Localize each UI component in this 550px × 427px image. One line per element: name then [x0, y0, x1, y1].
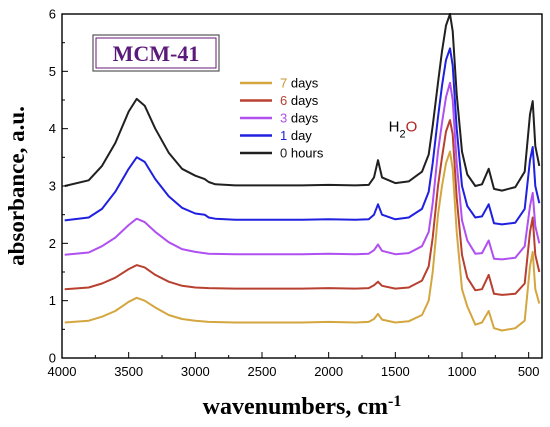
y-tick-label-0: 0 [49, 351, 56, 366]
x-axis-title: wavenumbers, cm-1 [203, 393, 402, 421]
x-tick-label-2500: 2500 [248, 364, 277, 379]
series-line-1-day [64, 47, 541, 226]
annotation-water: H2O [389, 119, 418, 141]
legend-label: 1 day [280, 128, 312, 143]
sample-badge-label: MCM-41 [113, 41, 200, 66]
y-tick-label-4: 4 [49, 121, 56, 136]
legend-label: 6 days [280, 93, 319, 108]
legend: 7 days 6 days 3 days 1 day 0 hours [240, 76, 324, 161]
x-tick-label-3000: 3000 [181, 364, 210, 379]
x-tick-label-4000: 4000 [48, 364, 77, 379]
x-tick-label-2000: 2000 [314, 364, 343, 379]
series-line-0-hours [64, 13, 541, 192]
x-axis-title-main: wavenumbers, cm [203, 394, 388, 420]
x-tick-label-500: 500 [518, 364, 540, 379]
series-lines [64, 13, 541, 332]
y-axis: 0 1 2 3 4 5 6 [49, 7, 68, 366]
series-line-6-days [64, 119, 541, 296]
y-tick-label-3: 3 [49, 179, 56, 194]
y-axis-title: absorbance, a.u. [4, 106, 29, 266]
legend-label: 0 hours [280, 146, 324, 161]
series-line-3-days [64, 81, 541, 261]
x-tick-label-1500: 1500 [381, 364, 410, 379]
legend-label: 3 days [280, 111, 319, 126]
y-tick-label-6: 6 [49, 7, 56, 22]
series-line-7-days [64, 150, 541, 332]
y-tick-label-2: 2 [49, 236, 56, 251]
y-tick-label-5: 5 [49, 64, 56, 79]
x-tick-label-3500: 3500 [114, 364, 143, 379]
y-tick-label-1: 1 [49, 293, 56, 308]
x-axis: 4000 3500 3000 2500 2000 1500 1000 500 [48, 352, 540, 379]
sample-badge: MCM-41 [92, 34, 220, 72]
x-axis-title-superscript: -1 [388, 393, 401, 410]
legend-label: 7 days [280, 76, 319, 91]
annotations: H2O [389, 119, 418, 141]
x-tick-label-1000: 1000 [448, 364, 477, 379]
